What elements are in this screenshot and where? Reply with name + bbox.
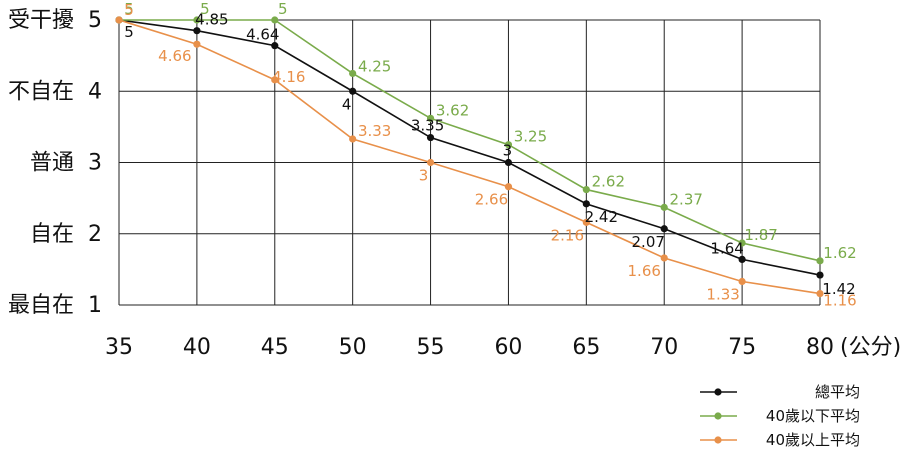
series-line	[118, 19, 821, 295]
data-point	[504, 183, 513, 191]
data-point	[271, 16, 279, 24]
data-point	[271, 42, 279, 50]
y-tick-category: 普通	[30, 151, 74, 176]
data-point	[426, 133, 435, 142]
x-tick-label: 50	[339, 335, 367, 360]
data-point	[738, 255, 746, 263]
data-label: 1.62	[823, 244, 856, 262]
data-point	[115, 16, 123, 24]
data-label: 3.25	[514, 128, 547, 146]
chart-legend: 總平均 40歲以下平均 40歲以上平均	[700, 383, 860, 449]
data-label: 2.42	[585, 208, 618, 226]
chart-grid	[118, 19, 821, 306]
data-point	[426, 158, 435, 167]
data-point	[582, 185, 590, 194]
y-tick-category: 不自在	[8, 79, 74, 104]
data-point	[660, 254, 668, 262]
data-label: 1.87	[744, 226, 777, 244]
x-tick-label: 45	[261, 335, 289, 360]
data-label: 4.64	[246, 26, 279, 44]
data-point	[504, 158, 513, 167]
x-tick-label: 75	[728, 335, 756, 360]
data-point	[582, 218, 590, 226]
data-label: 5	[124, 0, 134, 18]
data-label: 2.66	[475, 191, 508, 209]
data-label: 4.66	[158, 47, 191, 65]
data-point	[660, 203, 668, 211]
data-point	[193, 16, 201, 24]
y-tick-number: 1	[88, 293, 102, 318]
data-point	[349, 135, 357, 143]
x-tick-label: 65	[572, 335, 600, 360]
data-point	[660, 225, 668, 233]
data-point	[349, 69, 357, 78]
data-point	[738, 239, 746, 247]
x-unit-label: (公分)	[840, 335, 901, 360]
x-tick-label: 60	[494, 335, 522, 360]
y-tick-category: 受干擾	[8, 8, 74, 33]
series-line	[118, 19, 821, 276]
legend-label: 40歲以下平均	[766, 407, 860, 425]
legend-marker	[714, 436, 722, 444]
data-label: 3	[419, 167, 429, 185]
data-label: 1.42	[822, 280, 855, 298]
data-point	[816, 290, 824, 298]
x-tick-label: 35	[105, 335, 133, 360]
y-tick-number: 5	[88, 8, 102, 33]
data-label: 2.16	[551, 226, 584, 244]
data-label: 2.62	[592, 173, 625, 191]
data-point	[193, 27, 201, 35]
chart-series-lines	[115, 16, 824, 298]
data-point	[426, 114, 435, 122]
x-tick-label: 70	[650, 335, 678, 360]
y-tick-category: 自在	[30, 222, 74, 247]
data-label: 1.16	[823, 292, 856, 310]
data-point	[193, 40, 201, 48]
data-label: 4.25	[358, 57, 391, 75]
series-line	[119, 19, 821, 262]
data-label: 1.66	[628, 262, 661, 280]
data-label: 3	[503, 142, 513, 160]
data-label: 2.37	[670, 190, 703, 208]
data-label: 1.33	[706, 285, 739, 303]
legend-marker	[714, 388, 722, 396]
data-label: 2.07	[632, 233, 665, 251]
data-point	[816, 257, 824, 265]
data-label: 4.16	[272, 68, 305, 86]
y-tick-number: 3	[88, 151, 102, 176]
data-label: 3.33	[358, 122, 391, 140]
x-tick-label: 80	[806, 335, 834, 360]
y-tick-number: 2	[88, 222, 102, 247]
legend-marker	[714, 412, 722, 420]
data-label: 5	[124, 23, 134, 41]
x-tick-label: 40	[183, 335, 211, 360]
data-label: 5	[278, 0, 288, 18]
data-label: 3.62	[436, 101, 469, 119]
data-point	[349, 87, 357, 95]
data-point	[738, 277, 746, 286]
data-point	[816, 271, 824, 279]
y-tick-number: 4	[88, 79, 102, 104]
legend-label: 40歲以上平均	[766, 431, 860, 449]
data-point	[271, 76, 279, 84]
data-label: 4.85	[195, 11, 228, 29]
data-label: 5	[124, 1, 134, 19]
legend-label: 總平均	[815, 383, 860, 401]
data-label: 5	[200, 0, 210, 18]
x-tick-label: 55	[417, 335, 445, 360]
data-point	[504, 141, 513, 149]
data-point	[582, 200, 590, 208]
data-label: 3.35	[411, 117, 444, 135]
data-label: 4	[342, 95, 352, 113]
y-tick-category: 最自在	[8, 293, 74, 318]
data-label: 1.64	[710, 239, 743, 257]
